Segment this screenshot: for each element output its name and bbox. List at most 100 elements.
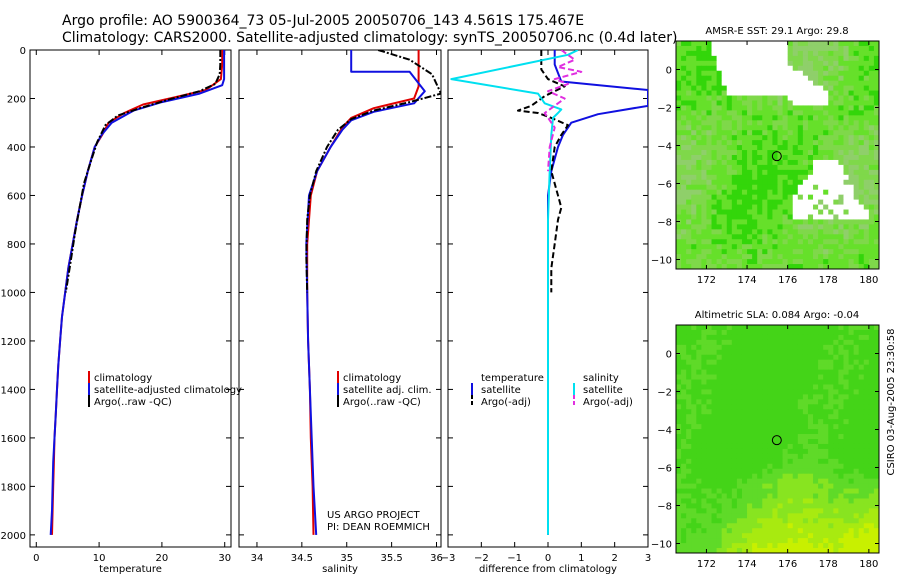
map-cell <box>858 513 865 519</box>
map-cell <box>676 120 682 126</box>
map-cell <box>752 135 758 141</box>
map-cell <box>848 60 855 67</box>
map-cell <box>691 125 697 131</box>
map-cell <box>797 364 804 371</box>
map-cell <box>726 483 733 489</box>
map-cell <box>843 359 849 366</box>
map-cell <box>676 493 682 499</box>
map-cell <box>741 548 748 554</box>
map-cell <box>731 120 738 126</box>
map-cell <box>828 159 834 166</box>
map-cell <box>782 458 789 465</box>
map-cell <box>853 110 860 116</box>
map-cell <box>797 259 804 265</box>
map-cell <box>696 135 702 141</box>
map-cell <box>873 229 880 235</box>
map-cell <box>691 75 697 82</box>
map-cell <box>782 478 789 485</box>
map-cell <box>863 538 870 544</box>
map-cell <box>782 194 789 201</box>
map-cell <box>701 110 707 116</box>
map-cell <box>772 458 778 465</box>
map-cell <box>726 513 733 519</box>
map-cell <box>838 120 844 126</box>
map-cell <box>767 419 773 425</box>
map-cell <box>681 339 687 346</box>
y-tick-label: −10 <box>651 540 672 551</box>
map-cell <box>858 115 865 121</box>
map-cell <box>767 543 773 549</box>
map-cell <box>797 55 804 62</box>
map-cell <box>782 249 789 255</box>
map-cell <box>711 41 717 47</box>
map-cell <box>843 234 849 240</box>
map-cell <box>757 90 763 96</box>
map-cell <box>823 543 829 549</box>
map-cell <box>757 329 763 336</box>
map-cell <box>853 359 860 366</box>
map-cell <box>747 85 753 91</box>
map-cell <box>868 115 875 121</box>
map-cell <box>731 50 738 57</box>
map-cell <box>767 483 773 489</box>
map-cell <box>762 204 768 210</box>
map-cell <box>818 50 824 57</box>
map-cell <box>736 404 743 410</box>
map-cell <box>813 115 819 121</box>
map-cell <box>757 229 763 235</box>
map-cell <box>731 85 738 91</box>
map-cell <box>807 429 814 435</box>
map-cell <box>802 50 809 57</box>
map-cell <box>797 523 804 529</box>
map-cell <box>676 508 682 514</box>
map-cell <box>813 184 819 191</box>
map-cell <box>787 508 794 514</box>
map-cell <box>757 533 763 539</box>
map-cell <box>747 75 753 82</box>
map-cell <box>792 344 799 351</box>
map-cell <box>792 209 799 215</box>
map-cell <box>681 409 687 415</box>
map-cell <box>868 379 875 385</box>
map-cell <box>736 414 743 420</box>
map-cell <box>716 45 723 52</box>
map-cell <box>838 399 844 405</box>
map-cell <box>863 254 870 260</box>
map-cell <box>807 75 814 82</box>
map-cell <box>757 174 763 181</box>
map-cell <box>828 344 834 351</box>
map-cell <box>873 259 880 265</box>
map-cell <box>818 184 824 191</box>
map-cell <box>787 50 794 57</box>
map-cell <box>726 399 733 405</box>
map-cell <box>848 448 855 455</box>
map-cell <box>858 45 865 52</box>
map-cell <box>706 448 712 455</box>
map-cell <box>691 434 697 440</box>
map-cell <box>736 229 743 235</box>
map-cell <box>676 325 682 331</box>
map-cell <box>853 115 860 121</box>
map-cell <box>686 543 692 549</box>
map-cell <box>726 419 733 425</box>
map-cell <box>721 424 728 430</box>
map-cell <box>731 538 738 544</box>
map-cell <box>711 65 717 72</box>
map-cell <box>716 538 723 544</box>
map-cell <box>853 164 860 171</box>
map-cell <box>767 409 773 415</box>
map-cell <box>838 244 844 250</box>
map-cell <box>858 105 865 111</box>
map-cell <box>721 439 728 445</box>
map-cell <box>823 224 829 230</box>
map-cell <box>797 329 804 336</box>
map-cell <box>767 493 773 499</box>
map-cell <box>853 453 860 460</box>
map-cell <box>757 140 763 146</box>
map-cell <box>721 374 728 380</box>
map-cell <box>797 50 804 57</box>
map-cell <box>721 264 728 270</box>
map-cell <box>782 155 789 161</box>
map-cell <box>818 120 824 126</box>
map-cell <box>762 399 768 405</box>
